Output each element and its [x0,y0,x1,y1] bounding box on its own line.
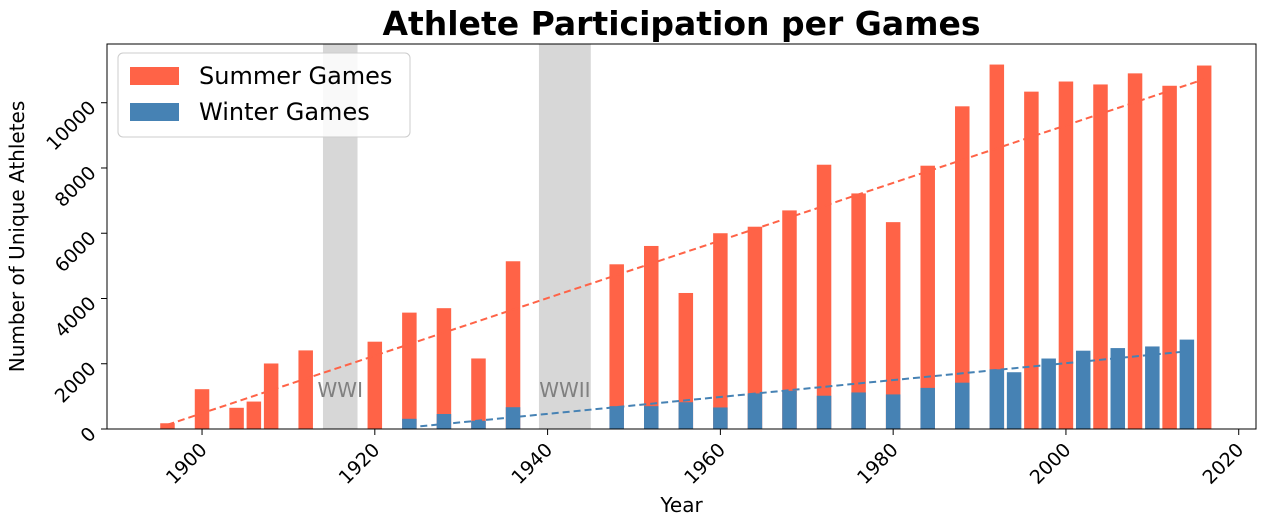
winter-bar-1964 [747,393,763,429]
legend-entry-label: Summer Games [199,62,392,90]
winter-bar-2006 [1110,348,1126,429]
y-tick-label: 2000 [51,358,101,408]
summer-bar-1936 [505,261,521,429]
summer-bar-1904 [229,407,244,429]
summer-bar-1956 [678,292,694,429]
legend-box [117,52,411,138]
winter-bar-1968 [782,390,797,429]
x-tick-label: 2020 [1199,439,1249,489]
summer-bar-1988 [955,106,970,429]
summer-bar-1928 [436,308,452,429]
winter-bar-1956 [678,402,694,429]
winter-bar-1932 [471,420,486,429]
winter-bar-1952 [644,406,659,429]
summer-bar-2004 [1093,84,1108,429]
winter-bar-2010 [1145,346,1160,429]
summer-bar-2016 [1196,65,1212,429]
summer-bar-2008 [1127,73,1143,429]
winter-trend-line [409,350,1187,429]
summer-bar-1908 [263,363,279,429]
summer-bar-1992 [989,64,1005,429]
winter-bar-1972 [816,395,832,429]
summer-bar-1920 [367,341,383,429]
winter-bar-2002 [1075,350,1091,429]
x-tick-label: 1960 [680,439,730,489]
trend-lines [167,78,1205,429]
shaded-region-label: WWII [539,378,590,402]
summer-bar-2012 [1162,85,1177,430]
winter-bar-1992 [989,369,1005,429]
x-tick-label: 2000 [1026,439,1076,489]
summer-bar-1968 [782,210,797,429]
summer-bar-1896 [160,423,175,429]
shaded-region-label: WWI [318,378,363,402]
winter-bar-1984 [920,387,935,429]
winter-bar-1980 [885,394,901,429]
summer-bar-2000 [1058,81,1074,430]
legend: Summer Games Winter Games [117,52,411,138]
summer-bar-1900 [194,389,210,429]
chart-title: Athlete Participation per Games [382,4,980,43]
winter-bar-2014 [1179,339,1195,429]
summer-bar-1964 [747,226,763,429]
x-tick-label: 1980 [853,439,903,489]
winter-bar-1998 [1041,358,1056,429]
winter-bar-1960 [713,407,728,429]
x-axis-label: Year [659,493,703,517]
summer-bar-1952 [644,245,659,429]
y-tick-label: 4000 [51,292,101,342]
winter-bar-1994 [1006,372,1022,429]
winter-bar-1924 [402,418,417,429]
summer-bar-1932 [471,358,486,429]
summer-bar-1984 [920,165,935,429]
summer-bar-1912 [298,350,313,429]
winter-bar-1948 [609,406,624,429]
summer-bar-1996 [1024,91,1039,429]
y-tick-label: 6000 [51,227,101,277]
y-tick-label: 10000 [42,97,100,155]
summer-bar-1948 [609,264,624,429]
summer-bar-1980 [885,222,901,429]
x-tick-label: 1920 [335,439,385,489]
y-axis-label: Number of Unique Athletes [5,101,29,373]
x-tick-label: 1940 [507,439,557,489]
legend-swatch [130,103,179,121]
summer-bar-1906 [246,401,262,429]
summer-bar-1976 [851,193,866,429]
winter-bar-1928 [436,413,452,429]
x-axis-ticks: 1900 1920 1940 1960 1980 2000 2020 [162,429,1248,489]
legend-entry-label: Winter Games [199,98,370,126]
bar-marks [160,64,1212,430]
winter-bar-1988 [955,382,970,429]
summer-trend-line [167,78,1205,426]
y-tick-label: 0 [76,423,100,447]
plot-frame [106,43,1257,430]
winter-bar-1976 [851,392,866,429]
x-tick-label: 1900 [162,439,212,489]
y-tick-label: 8000 [51,162,101,212]
summer-bar-1972 [816,164,832,429]
y-axis-ticks: 0 2000 4000 6000 8000 10000 [42,97,107,447]
shaded-region-wwii [538,44,591,429]
legend-swatch [130,67,179,85]
summer-bar-1924 [402,312,417,429]
summer-bar-1960 [713,233,728,429]
